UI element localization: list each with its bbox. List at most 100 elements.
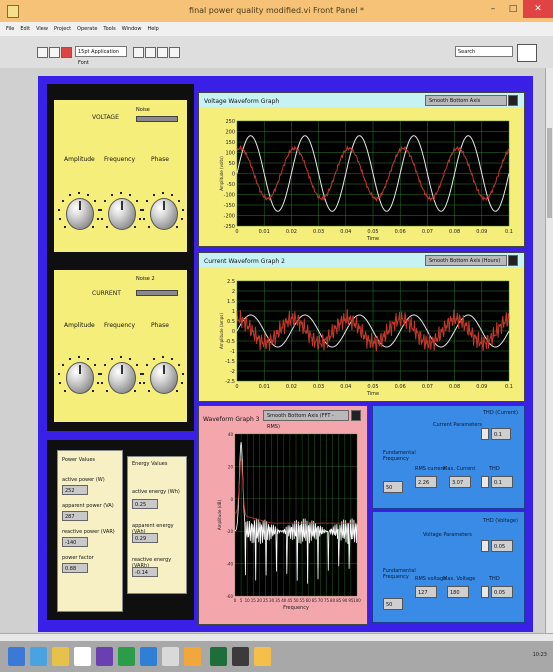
active-power-value: 252 [62,485,88,495]
minimize-button[interactable]: – [490,4,496,14]
knob-tick [92,390,95,393]
current-scale-button[interactable]: Smooth Bottom Axis (Hours) [425,255,507,266]
voltage-scale-button[interactable]: Smooth Bottom Axis [425,95,507,106]
run-continuous-icon[interactable] [49,47,60,58]
thd-voltage-spinner[interactable] [481,540,489,552]
x-tick-label: 30 [269,598,275,603]
system-tray-clock[interactable]: 10:23 [532,652,547,658]
start-icon[interactable] [8,647,25,666]
reorder-icon[interactable] [169,47,180,58]
knob-tick [152,194,155,197]
max-current-value: 3.07 [449,476,471,488]
knob-tick [97,208,100,211]
menu-help[interactable]: Help [147,26,159,32]
x-tick-label: 0.09 [476,229,487,235]
y-tick-label: -20 [226,529,233,534]
menu-operate[interactable]: Operate [77,26,98,32]
window-title: final power quality modified.vi Front Pa… [189,6,364,15]
noise2-slider[interactable] [136,290,178,296]
app-icon-green[interactable] [118,647,135,666]
menu-project[interactable]: Project [53,26,72,32]
app-icon-yellow[interactable] [254,647,271,666]
fft-scale-button[interactable]: Smooth Bottom Axis (FFT - RMS) [263,410,349,430]
media-icon[interactable] [74,647,91,666]
menu-file[interactable]: File [6,26,15,32]
current-title: CURRENT [92,290,121,297]
vertical-scrollbar[interactable] [545,68,553,633]
y-tick-label: 150 [225,140,235,146]
active-power-label: active power (W) [62,477,105,483]
knob-tick [105,390,108,393]
amplitude-label: Amplitude [64,322,95,329]
menu-edit[interactable]: Edit [20,26,31,32]
knob-tick [176,390,179,393]
context-help-icon[interactable] [517,44,537,62]
rms-voltage-value: 127 [415,586,437,598]
series-line [236,144,510,202]
thd-spinner[interactable] [481,586,489,598]
menu-view[interactable]: View [36,26,48,32]
run-arrow-icon[interactable] [37,47,48,58]
x-tick-label: 0.02 [286,384,297,390]
app-icon-dark[interactable] [232,647,249,666]
voltage-phase-knob[interactable] [150,198,178,230]
frequency-label: Frequency [104,322,135,329]
y-tick-label: -50 [227,182,235,188]
active-energy-value: 0.25 [132,499,158,509]
maximize-button[interactable]: □ [508,4,518,14]
explorer-icon[interactable] [52,647,69,666]
align-icon[interactable] [133,47,144,58]
knob-tick [87,194,90,197]
current-frequency-knob[interactable] [108,362,136,394]
current-amplitude-knob[interactable] [66,362,94,394]
x-tick-label: 0.05 [367,229,378,235]
voltage-parameters-panel: Voltage Parameters THD (Voltage) 0.05 Fu… [372,511,525,623]
knob-tick [162,192,164,194]
current-phase-knob[interactable] [150,362,178,394]
scrollbar-thumb[interactable] [547,128,552,218]
knob-tick [87,358,90,361]
search-input[interactable]: Search [455,46,513,57]
menu-window[interactable]: Window [121,26,142,32]
x-tick-label: 85 [336,598,342,603]
thd-spinner[interactable] [481,476,489,488]
font-select[interactable]: 15pt Application Font [75,46,127,66]
max-current-label: Max. Current [443,466,476,472]
app-icon-purple[interactable] [96,647,113,666]
app-icon-dark-green[interactable] [210,647,227,666]
knob-tick [58,218,61,221]
labview-icon[interactable] [184,647,201,666]
app-icon-gray[interactable] [162,647,179,666]
x-tick-label: 0.05 [367,384,378,390]
knob-tick [136,364,139,367]
y-tick-label: -250 [224,224,235,230]
abort-icon[interactable] [61,47,72,58]
x-tick-label: 0.08 [449,229,460,235]
resize-icon[interactable] [157,47,168,58]
x-tick-label: 60 [306,598,312,603]
y-tick-label: -1.5 [225,359,235,365]
x-tick-label: 0.08 [449,384,460,390]
thd-current-spinner[interactable] [481,428,489,440]
voltage-amplitude-knob[interactable] [66,198,94,230]
x-tick-label: 0 [235,229,238,235]
knob-tick [97,382,100,385]
thd-label: THD [489,576,500,582]
close-button[interactable]: ✕ [523,0,553,18]
noise-slider[interactable] [136,116,178,122]
thd-current-label: THD (Current) [483,410,518,416]
current-scale-indicator[interactable] [508,255,518,266]
power-energy-box: Power Values active power (W) 252 appare… [47,440,194,620]
knob-tick [103,200,106,203]
voltage-graph-panel: Voltage Waveform Graph Smooth Bottom Axi… [198,92,525,247]
voltage-frequency-knob[interactable] [108,198,136,230]
ie-icon[interactable] [30,647,47,666]
app-icon-blue[interactable] [140,647,157,666]
distribute-icon[interactable] [145,47,156,58]
horizontal-scrollbar[interactable] [0,633,553,642]
fft-scale-indicator[interactable] [351,410,361,421]
thd-voltage-label: THD (Voltage) [483,518,518,524]
x-tick-label: 0.04 [340,229,351,235]
menu-tools[interactable]: Tools [103,26,116,32]
voltage-scale-indicator[interactable] [508,95,518,106]
